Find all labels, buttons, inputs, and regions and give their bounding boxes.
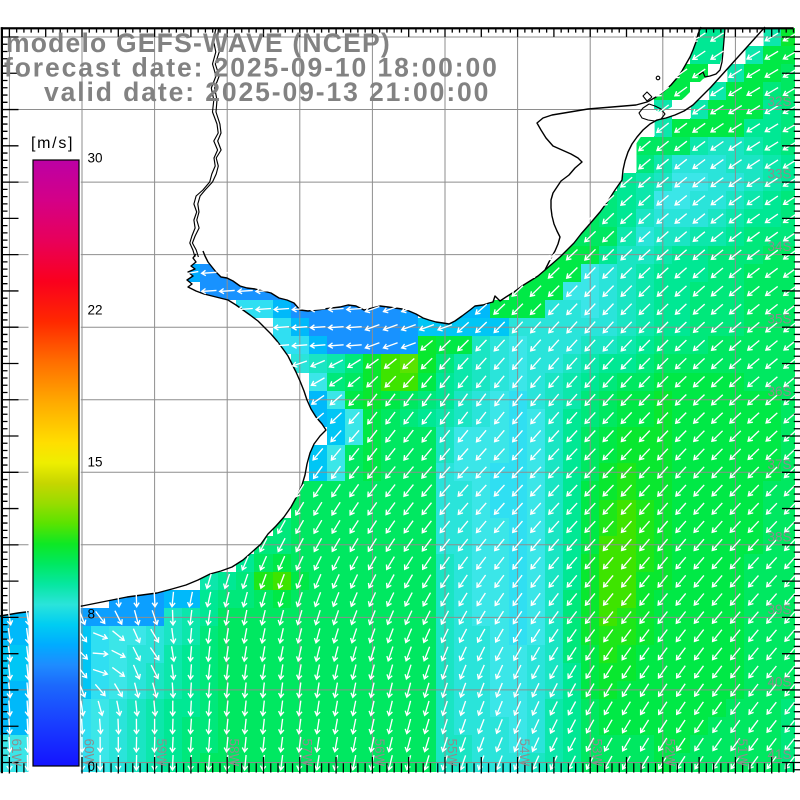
svg-text:30: 30 bbox=[88, 150, 103, 165]
svg-text:39S: 39S bbox=[767, 602, 791, 617]
svg-text:35S: 35S bbox=[767, 312, 791, 327]
svg-text:51W: 51W bbox=[735, 739, 750, 767]
svg-text:52W: 52W bbox=[662, 739, 677, 767]
svg-text:60W: 60W bbox=[82, 739, 97, 767]
svg-text:[m/s]: [m/s] bbox=[31, 135, 74, 152]
svg-text:22: 22 bbox=[88, 303, 103, 318]
svg-text:61W: 61W bbox=[9, 739, 24, 767]
svg-text:37S: 37S bbox=[767, 457, 791, 472]
svg-text:53W: 53W bbox=[590, 739, 605, 767]
svg-text:40S: 40S bbox=[767, 674, 791, 689]
svg-text:38S: 38S bbox=[767, 529, 791, 544]
svg-text:modelo GEFS-WAVE (NCEP): modelo GEFS-WAVE (NCEP) bbox=[6, 28, 391, 58]
svg-text:57W: 57W bbox=[299, 739, 314, 767]
svg-text:36S: 36S bbox=[767, 384, 791, 399]
svg-text:0: 0 bbox=[88, 759, 96, 774]
svg-text:34S: 34S bbox=[767, 239, 791, 254]
svg-text:32S: 32S bbox=[767, 94, 791, 109]
svg-text:33S: 33S bbox=[767, 167, 791, 182]
svg-text:forecast date: 2025-09-10 18:0: forecast date: 2025-09-10 18:00:00 bbox=[4, 53, 499, 83]
svg-text:15: 15 bbox=[88, 455, 103, 470]
svg-text:valid date: 2025-09-13 21:00:0: valid date: 2025-09-13 21:00:00 bbox=[44, 77, 490, 107]
svg-text:59W: 59W bbox=[154, 739, 169, 767]
svg-text:54W: 54W bbox=[517, 739, 532, 767]
svg-text:8: 8 bbox=[88, 607, 96, 622]
svg-text:58W: 58W bbox=[227, 739, 242, 767]
svg-text:41S: 41S bbox=[767, 747, 791, 762]
svg-text:56W: 56W bbox=[372, 739, 387, 767]
svg-text:55W: 55W bbox=[445, 739, 460, 767]
